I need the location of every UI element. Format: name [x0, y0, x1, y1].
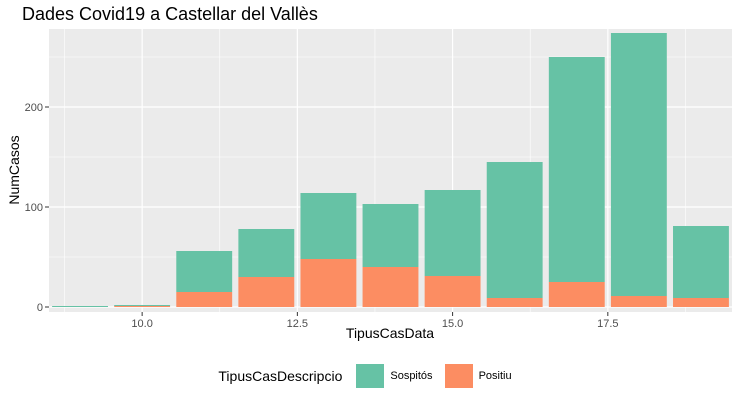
- bar-sospitos-12: [238, 229, 295, 277]
- bar-positiu-19: [673, 298, 729, 307]
- bar-sospitos-16: [486, 162, 543, 298]
- bar-positiu-14: [362, 267, 419, 307]
- bar-positiu-16: [486, 298, 543, 307]
- x-tick-label: 15.0: [442, 318, 463, 330]
- bar-sospitos-15: [424, 190, 481, 276]
- x-axis-title: TipusCasData: [346, 325, 434, 341]
- y-tick-label: 0: [37, 302, 43, 314]
- bar-sospitos-17: [548, 57, 605, 282]
- bar-positiu-15: [424, 276, 481, 307]
- bar-sospitos-9: [52, 306, 108, 307]
- y-tick-label: 100: [25, 202, 43, 214]
- legend-swatch-sospitos: [356, 364, 385, 388]
- bar-sospitos-10: [114, 305, 171, 306]
- x-tick-label: 12.5: [287, 318, 308, 330]
- bar-positiu-13: [300, 259, 357, 307]
- legend-item-sospitos: Sospitós: [356, 364, 433, 388]
- x-tick-label: 17.5: [597, 318, 618, 330]
- axes: 10.0 12.5 15.0 17.5 0 100 200: [25, 102, 619, 330]
- legend-item-positiu: Positiu: [444, 364, 512, 388]
- bar-sospitos-18: [610, 33, 667, 296]
- y-axis-title: NumCasos: [6, 135, 22, 204]
- x-tick-label: 10.0: [131, 318, 152, 330]
- bar-positiu-11: [176, 292, 233, 307]
- legend-label-positiu: Positiu: [478, 370, 512, 382]
- bar-sospitos-11: [176, 251, 233, 292]
- bar-positiu-17: [548, 282, 605, 307]
- bar-sospitos-19: [673, 226, 729, 298]
- bar-positiu-18: [610, 296, 667, 307]
- bar-sospitos-14: [362, 204, 419, 267]
- y-tick-label: 200: [25, 102, 43, 114]
- legend-title: TipusCasDescripcio: [218, 368, 343, 384]
- legend: TipusCasDescripcio Sospitós Positiu: [0, 364, 736, 388]
- legend-swatch-positiu: [444, 364, 473, 388]
- chart-title: Dades Covid19 a Castellar del Vallès: [22, 4, 318, 24]
- bars: [52, 33, 729, 307]
- bar-positiu-12: [238, 277, 295, 307]
- legend-label-sospitos: Sospitós: [390, 370, 433, 382]
- bar-sospitos-13: [300, 193, 357, 259]
- bar-positiu-10: [114, 306, 171, 307]
